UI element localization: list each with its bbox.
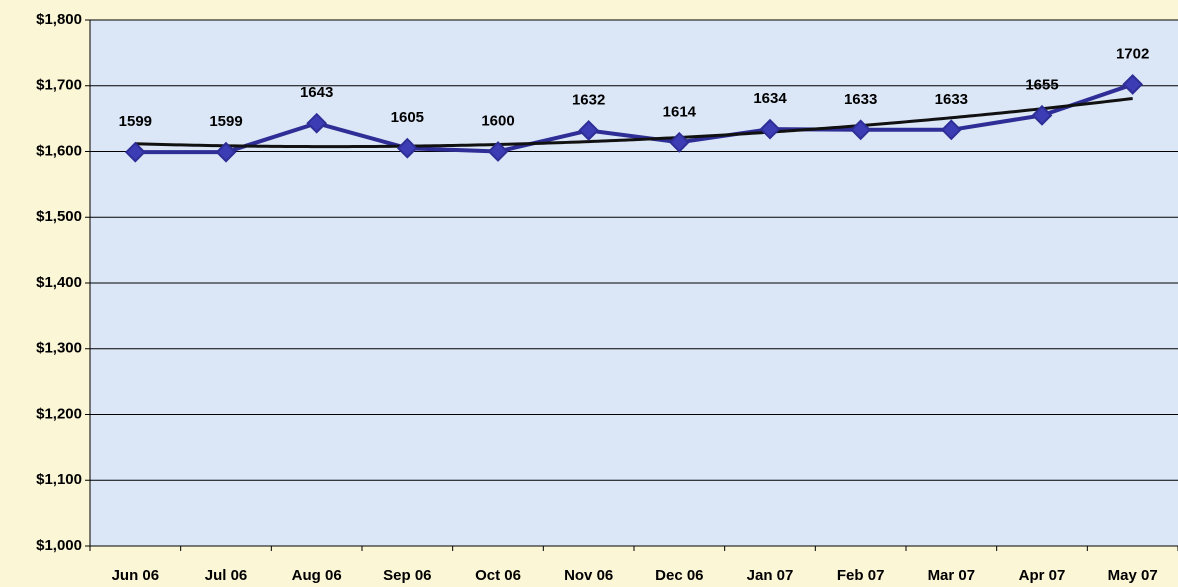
marker bbox=[850, 119, 872, 141]
marker bbox=[1122, 74, 1144, 95]
data-label: 1632 bbox=[572, 91, 605, 108]
y-tick-label: $1,200 bbox=[36, 405, 82, 422]
x-tick-label: Feb 07 bbox=[837, 567, 885, 584]
marker bbox=[306, 112, 328, 134]
y-tick-label: $1,400 bbox=[36, 274, 82, 291]
data-label: 1605 bbox=[391, 109, 424, 126]
data-label: 1599 bbox=[209, 113, 242, 130]
marker bbox=[668, 131, 690, 153]
marker bbox=[124, 141, 146, 163]
x-tick-label: Jan 07 bbox=[747, 567, 794, 584]
x-tick-label: Jul 06 bbox=[205, 567, 248, 584]
trendline bbox=[135, 96, 1133, 149]
marker bbox=[759, 118, 781, 140]
y-tick-label: $1,000 bbox=[36, 537, 82, 554]
x-tick-label: Nov 06 bbox=[564, 567, 613, 584]
x-tick-label: Sep 06 bbox=[383, 567, 431, 584]
data-label: 1702 bbox=[1116, 45, 1149, 62]
data-label: 1614 bbox=[663, 103, 697, 120]
marker bbox=[1031, 104, 1053, 126]
y-tick-label: $1,300 bbox=[36, 340, 82, 357]
data-label: 1600 bbox=[481, 112, 514, 129]
data-label: 1633 bbox=[844, 91, 877, 108]
y-tick-label: $1,500 bbox=[36, 208, 82, 225]
marker bbox=[215, 141, 237, 163]
data-label: 1655 bbox=[1025, 76, 1058, 93]
x-tick-label: Jun 06 bbox=[112, 567, 160, 584]
data-label: 1643 bbox=[300, 84, 333, 101]
x-tick-label: Apr 07 bbox=[1019, 567, 1066, 584]
marker bbox=[396, 137, 418, 159]
data-label: 1599 bbox=[119, 113, 152, 130]
x-tick-label: May 07 bbox=[1108, 567, 1158, 584]
y-tick-label: $1,700 bbox=[36, 77, 82, 94]
x-tick-label: Aug 06 bbox=[292, 567, 342, 584]
x-tick-label: Dec 06 bbox=[655, 567, 703, 584]
marker bbox=[487, 141, 509, 162]
y-tick-label: $1,600 bbox=[36, 142, 82, 159]
data-label: 1634 bbox=[753, 90, 787, 107]
data-label: 1633 bbox=[935, 91, 968, 108]
y-tick-label: $1,800 bbox=[36, 11, 82, 28]
marker bbox=[940, 119, 962, 141]
x-tick-label: Mar 07 bbox=[928, 567, 976, 584]
x-tick-label: Oct 06 bbox=[475, 567, 521, 584]
marker bbox=[578, 120, 600, 141]
series-line bbox=[135, 82, 1134, 155]
y-tick-label: $1,100 bbox=[36, 471, 82, 488]
